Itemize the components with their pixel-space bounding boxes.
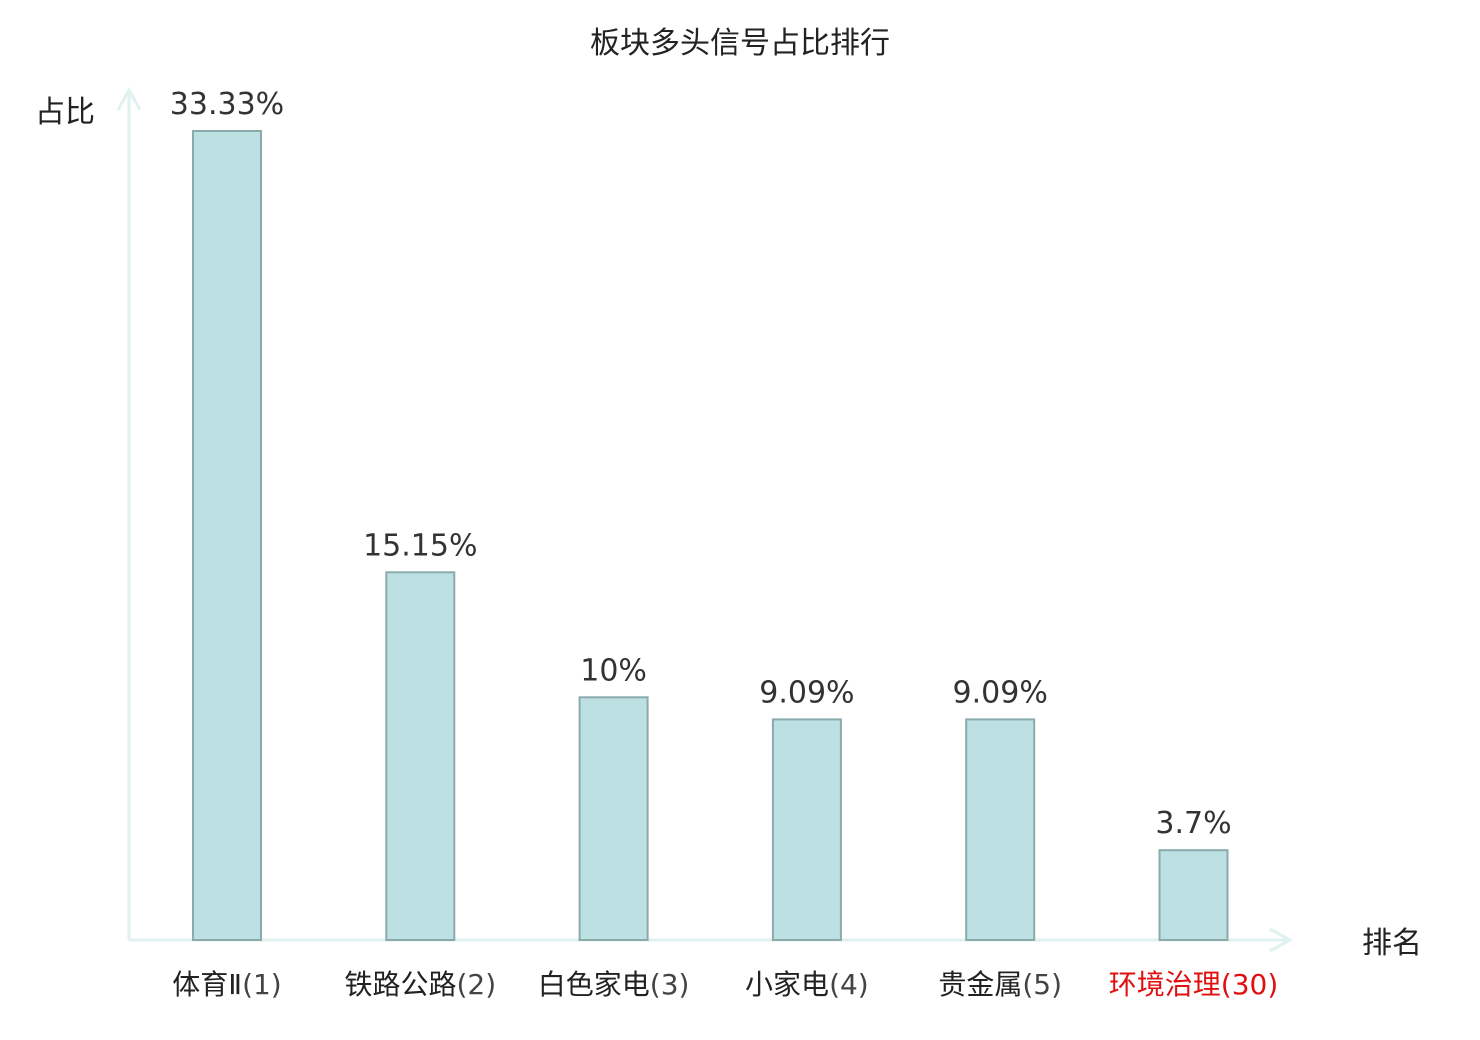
- bar-1: [192, 130, 262, 941]
- value-label-6: 3.7%: [1155, 806, 1231, 841]
- x-axis-label: 排名: [1362, 926, 1422, 961]
- bar-4: [771, 718, 842, 942]
- bars: [192, 130, 1229, 942]
- category-name-5: 贵金属: [938, 968, 1022, 1001]
- bar-6: [1158, 849, 1229, 942]
- category-label-1: 体育Ⅱ(1): [172, 968, 281, 1001]
- value-labels: 33.33% 15.15% 10% 9.09% 9.09% 3.7%: [170, 87, 1232, 841]
- value-label-2: 15.15%: [363, 528, 477, 563]
- category-rank-3: (3): [650, 968, 690, 1001]
- category-label-6: 环境治理(30): [1109, 968, 1279, 1001]
- value-label-1: 33.33%: [170, 87, 284, 122]
- value-label-3: 10%: [580, 653, 647, 688]
- category-name-6: 环境治理: [1109, 968, 1221, 1001]
- category-label-2: 铁路公路(2): [344, 968, 496, 1001]
- category-label-5: 贵金属(5): [938, 968, 1062, 1001]
- axes: [116, 86, 1294, 953]
- bar-3: [578, 696, 649, 941]
- y-axis-arrow: [116, 86, 142, 111]
- category-rank-1: (1): [242, 968, 282, 1001]
- bar-2: [385, 571, 456, 941]
- x-axis-arrow: [1269, 927, 1294, 953]
- category-name-2: 铁路公路: [344, 968, 456, 1001]
- category-rank-6: (30): [1221, 968, 1278, 1001]
- value-label-4: 9.09%: [759, 675, 854, 710]
- category-label-4: 小家电(4): [745, 968, 869, 1001]
- category-rank-2: (2): [456, 968, 496, 1001]
- category-rank-4: (4): [829, 968, 869, 1001]
- value-label-5: 9.09%: [953, 675, 1048, 710]
- category-name-4: 小家电: [745, 968, 829, 1001]
- category-label-3: 白色家电(3): [538, 968, 690, 1001]
- category-rank-5: (5): [1022, 968, 1062, 1001]
- category-name-3: 白色家电: [538, 968, 650, 1001]
- y-axis-label: 占比: [35, 95, 95, 130]
- category-labels: 体育Ⅱ(1) 铁路公路(2) 白色家电(3) 小家电(4) 贵金属(5) 环境治理(30): [172, 968, 1278, 1001]
- chart-title: 板块多头信号占比排行: [590, 26, 890, 61]
- bar-5: [965, 718, 1036, 942]
- category-name-1: 体育Ⅱ: [172, 968, 242, 1001]
